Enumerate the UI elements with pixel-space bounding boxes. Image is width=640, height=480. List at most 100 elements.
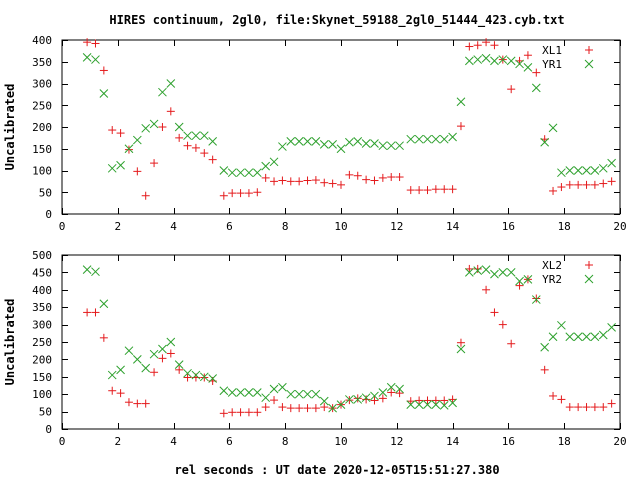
upper-data-point-yr1 xyxy=(598,163,608,173)
upper-data-point-xl1 xyxy=(395,173,404,182)
lower-y-tick-label: 400 xyxy=(32,284,52,297)
upper-series-yr1 xyxy=(82,53,616,178)
lower-data-point-xl2 xyxy=(133,399,142,408)
lower-data-point-yr2 xyxy=(531,295,541,304)
upper-data-point-xl1 xyxy=(183,141,192,150)
upper-data-point-yr1 xyxy=(378,141,388,151)
upper-data-point-xl1 xyxy=(565,180,574,189)
lower-data-point-xl2 xyxy=(395,389,404,398)
upper-series-xl1 xyxy=(83,38,616,200)
upper-data-point-yr1 xyxy=(294,137,304,146)
lower-data-point-yr2 xyxy=(174,360,184,369)
lower-data-point-yr2 xyxy=(345,395,354,404)
lower-data-point-yr2 xyxy=(286,389,296,399)
lower-data-point-xl2 xyxy=(261,403,270,412)
upper-data-point-yr1 xyxy=(481,53,491,63)
lower-data-point-yr2 xyxy=(99,299,109,309)
lower-data-point-yr2 xyxy=(540,342,550,352)
upper-data-point-yr1 xyxy=(548,123,558,133)
lower-data-point-yr2 xyxy=(199,372,209,382)
lower-data-point-yr2 xyxy=(208,374,218,383)
upper-data-point-xl1 xyxy=(124,145,133,154)
upper-data-point-yr1 xyxy=(269,157,279,167)
lower-data-point-xl2 xyxy=(406,397,415,406)
upper-data-point-xl1 xyxy=(590,180,599,189)
lower-data-point-xl2 xyxy=(440,396,449,405)
upper-data-point-yr1 xyxy=(607,158,616,168)
lower-data-point-xl2 xyxy=(448,395,457,404)
upper-data-point-yr1 xyxy=(557,168,566,178)
lower-x-tick-label: 14 xyxy=(446,435,460,448)
upper-data-point-yr1 xyxy=(328,140,337,149)
upper-y-tick-label: 0 xyxy=(45,208,52,221)
legend-label-xl2: XL2 xyxy=(542,259,562,272)
upper-data-point-yr1 xyxy=(107,163,117,173)
lower-data-point-yr2 xyxy=(448,398,457,408)
lower-data-point-xl2 xyxy=(278,403,287,412)
lower-x-tick-label: 4 xyxy=(170,435,177,448)
lower-y-tick-label: 200 xyxy=(32,353,52,366)
lower-y-tick-label: 0 xyxy=(45,423,52,436)
upper-data-point-xl1 xyxy=(440,185,449,194)
upper-data-point-yr1 xyxy=(490,56,499,66)
upper-data-point-xl1 xyxy=(387,173,396,182)
lower-data-point-xl2 xyxy=(83,308,92,317)
upper-data-point-yr1 xyxy=(395,141,404,151)
upper-data-point-yr1 xyxy=(540,137,550,147)
upper-data-point-yr1 xyxy=(244,168,254,178)
lower-y-tick-label: 350 xyxy=(32,301,52,314)
lower-data-point-xl2 xyxy=(183,373,192,382)
upper-data-point-yr1 xyxy=(99,89,109,98)
lower-data-point-yr2 xyxy=(149,349,159,359)
lower-data-point-yr2 xyxy=(158,344,167,354)
lower-data-point-xl2 xyxy=(362,395,371,404)
upper-data-point-xl1 xyxy=(353,171,362,180)
lower-data-point-xl2 xyxy=(270,396,279,405)
lower-data-point-xl2 xyxy=(141,399,150,408)
lower-x-tick-label: 12 xyxy=(390,435,403,448)
upper-data-point-xl1 xyxy=(303,176,312,185)
lower-scatter-panel: 0 2 4 6 8 10 12 14 16 18 2005010015020025030035040… xyxy=(3,249,627,448)
upper-x-tick-label: 8 xyxy=(282,220,289,233)
upper-data-point-yr1 xyxy=(132,135,142,145)
upper-data-point-xl1 xyxy=(328,179,337,188)
lower-data-point-xl2 xyxy=(540,365,549,374)
lower-y-tick-label: 150 xyxy=(32,371,52,384)
lower-x-tick-label: 2 xyxy=(114,435,121,448)
upper-data-point-yr1 xyxy=(303,137,312,146)
lower-data-point-xl2 xyxy=(370,396,379,405)
upper-y-tick-label: 250 xyxy=(32,99,52,112)
upper-data-point-xl1 xyxy=(574,180,583,189)
lower-data-point-yr2 xyxy=(191,370,201,380)
lower-data-point-yr2 xyxy=(490,269,499,279)
lower-data-point-xl2 xyxy=(482,285,491,294)
upper-x-tick-label: 12 xyxy=(390,220,403,233)
lower-series-xl2 xyxy=(83,264,616,418)
lower-data-point-yr2 xyxy=(598,330,608,340)
lower-data-point-xl2 xyxy=(557,395,566,404)
upper-data-point-yr1 xyxy=(183,131,192,141)
upper-data-point-yr1 xyxy=(311,137,321,146)
upper-data-point-yr1 xyxy=(236,168,245,178)
upper-y-tick-label: 400 xyxy=(32,34,52,47)
upper-y-axis-label: Uncalibrated xyxy=(3,84,17,171)
upper-data-point-yr1 xyxy=(473,55,483,64)
upper-data-point-yr1 xyxy=(199,131,209,141)
upper-data-point-xl1 xyxy=(507,85,516,94)
upper-data-point-yr1 xyxy=(166,79,176,88)
upper-data-point-yr1 xyxy=(124,144,134,154)
upper-data-point-xl1 xyxy=(133,167,142,176)
lower-data-point-yr2 xyxy=(141,363,151,373)
upper-data-point-xl1 xyxy=(599,179,608,188)
upper-y-tick-label: 100 xyxy=(32,165,52,178)
lower-data-point-yr2 xyxy=(91,267,100,277)
upper-x-tick-label: 6 xyxy=(226,220,233,233)
lower-data-point-xl2 xyxy=(387,388,396,397)
upper-x-tick-label: 4 xyxy=(170,220,177,233)
upper-y-tick-label: 200 xyxy=(32,121,52,134)
lower-data-point-yr2 xyxy=(557,320,566,330)
lower-data-point-xl2 xyxy=(320,403,329,412)
upper-data-point-xl1 xyxy=(150,159,159,168)
upper-scatter-panel: 0 2 4 6 8 10 12 14 16 18 2005010015020025030035040… xyxy=(3,34,627,233)
